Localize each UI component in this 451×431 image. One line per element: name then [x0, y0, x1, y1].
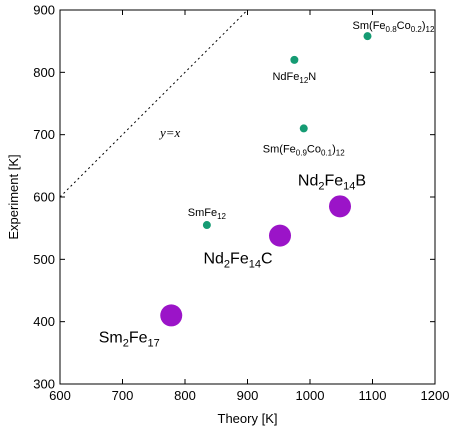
y-tick-label: 700 — [33, 127, 55, 142]
reference-line-label: y=x — [158, 125, 181, 140]
x-tick-label: 1000 — [296, 388, 325, 403]
y-tick-label: 500 — [33, 252, 55, 267]
data-point-ndfe12n — [290, 55, 299, 64]
point-label: Nd2Fe14B — [298, 172, 366, 192]
x-tick-label: 1100 — [359, 388, 387, 403]
data-point-sm-fe0-9co0-1-12 — [299, 124, 308, 133]
point-label: Sm2Fe17 — [99, 329, 160, 349]
y-tick-label: 800 — [33, 65, 55, 80]
x-tick-label: 800 — [174, 388, 196, 403]
x-tick-label: 700 — [112, 388, 134, 403]
data-point-nd2fe14c — [269, 224, 291, 247]
point-label: Sm(Fe0.8Co0.2)12 — [353, 20, 435, 34]
point-label: SmFe12 — [188, 207, 227, 221]
x-tick-label: 1200 — [421, 388, 450, 403]
y-tick-label: 900 — [33, 3, 55, 18]
plot-frame — [59, 9, 436, 385]
point-label: Nd2Fe14C — [203, 251, 272, 271]
reference-line-y-equals-x — [60, 10, 248, 198]
x-tick-label: 600 — [49, 388, 71, 403]
x-axis-label: Theory [K] — [218, 411, 278, 426]
point-label: NdFe12N — [272, 71, 316, 85]
y-axis-label: Experiment [K] — [6, 154, 21, 239]
data-point-sm-fe0-8co0-2-12 — [363, 32, 372, 41]
x-tick-label: 900 — [237, 388, 259, 403]
data-point-smfe12 — [202, 221, 211, 230]
data-point-sm2fe17 — [160, 304, 183, 327]
data-point-nd2fe14b — [329, 195, 351, 218]
y-tick-label: 400 — [33, 314, 55, 329]
point-label: Sm(Fe0.9Co0.1)12 — [263, 143, 345, 157]
y-tick-label: 300 — [33, 377, 55, 392]
y-tick-label: 600 — [33, 190, 55, 205]
